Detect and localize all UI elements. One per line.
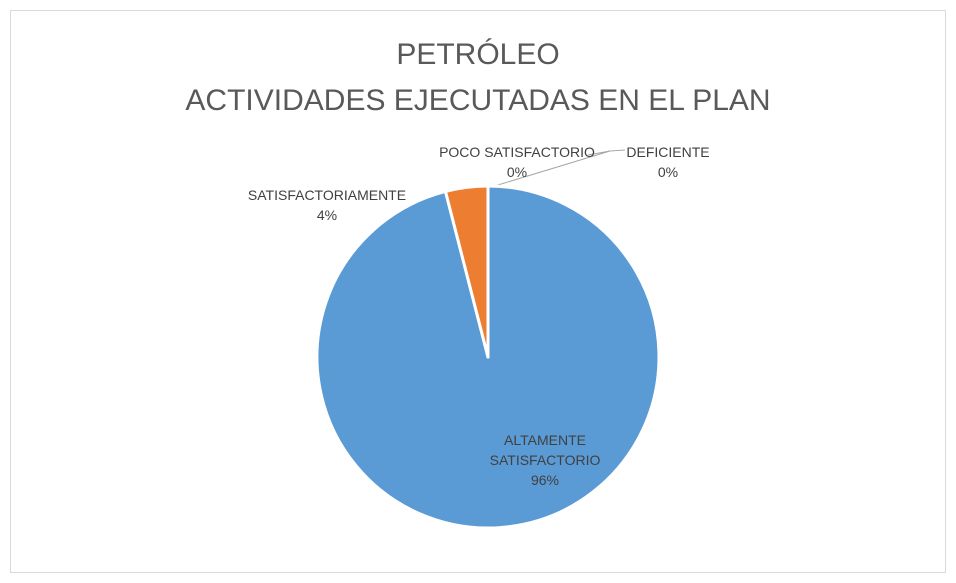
chart-title: PETRÓLEO bbox=[396, 38, 560, 71]
data-label: POCO SATISFACTORIO 0% bbox=[417, 142, 617, 182]
label-name: SATISFACTORIAMENTE bbox=[247, 187, 407, 203]
label-value: 0% bbox=[657, 164, 679, 180]
label-name: DEFICIENTE bbox=[626, 144, 710, 160]
label-value: 0% bbox=[506, 164, 528, 180]
data-label: SATISFACTORIAMENTE 4% bbox=[227, 185, 427, 225]
data-label: DEFICIENTE 0% bbox=[608, 142, 728, 182]
label-name: ALTAMENTE SATISFACTORIO bbox=[489, 432, 601, 468]
data-label: ALTAMENTE SATISFACTORIO 96% bbox=[475, 430, 615, 490]
label-value: 4% bbox=[316, 207, 338, 223]
chart-title: ACTIVIDADES EJECUTADAS EN EL PLAN bbox=[185, 84, 771, 117]
label-value: 96% bbox=[530, 472, 560, 488]
pie-slice bbox=[315, 184, 661, 530]
label-name: POCO SATISFACTORIO bbox=[439, 144, 595, 160]
leader-line bbox=[609, 149, 626, 152]
